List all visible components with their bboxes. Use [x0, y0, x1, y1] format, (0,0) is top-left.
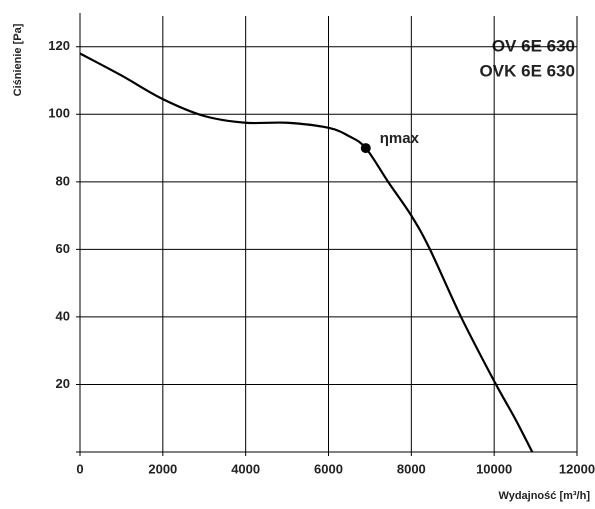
y-tick-label: 60	[56, 241, 70, 256]
x-tick-label: 12000	[559, 461, 595, 476]
x-tick-label: 6000	[314, 461, 343, 476]
y-axis-label: Ciśnienie [Pa]	[12, 23, 24, 96]
x-tick-label: 0	[76, 461, 83, 476]
x-tick-label: 2000	[148, 461, 177, 476]
chart-title: OV 6E 630	[492, 36, 575, 55]
x-axis-label: Wydajność [m³/h]	[499, 490, 591, 502]
x-tick-label: 10000	[476, 461, 512, 476]
y-tick-label: 80	[56, 173, 70, 188]
y-tick-label: 100	[48, 106, 70, 121]
y-tick-label: 40	[56, 308, 70, 323]
y-tick-label: 120	[48, 38, 70, 53]
annotation: ηmax	[380, 130, 420, 147]
y-tick-label: 20	[56, 376, 70, 391]
x-tick-label: 8000	[397, 461, 426, 476]
line	[79, 52, 534, 453]
max-point	[360, 143, 371, 154]
chart-title: OVK 6E 630	[480, 61, 575, 80]
x-tick-label: 4000	[231, 461, 260, 476]
